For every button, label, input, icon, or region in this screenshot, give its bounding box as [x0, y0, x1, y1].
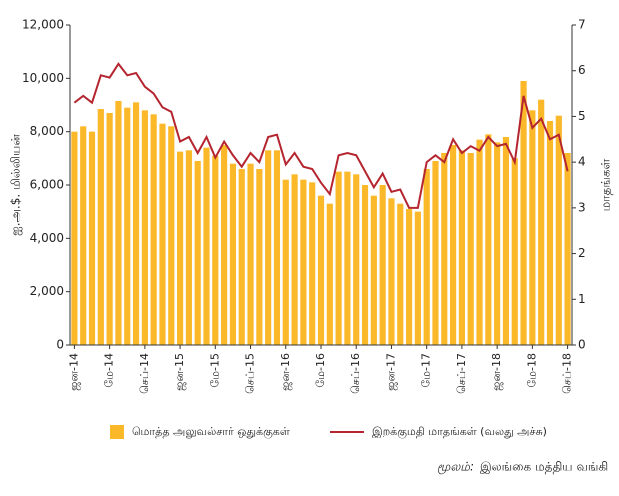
bar — [405, 209, 413, 345]
bar — [520, 81, 527, 345]
bar — [282, 179, 289, 345]
bar — [326, 203, 333, 345]
source-label: மூலம்: — [437, 460, 474, 475]
bar — [88, 131, 96, 345]
y2-tick-label: 7 — [578, 18, 586, 32]
y2-tick-label: 2 — [578, 246, 586, 260]
bar — [265, 150, 272, 345]
bar — [177, 151, 184, 345]
y-tick-label: 4,000 — [30, 231, 64, 245]
y2-tick-label: 6 — [578, 63, 586, 77]
bar — [238, 169, 245, 345]
bar — [309, 182, 316, 345]
bar — [221, 145, 228, 345]
bar — [494, 142, 501, 345]
y-tick-label: 0 — [56, 338, 64, 352]
bar — [212, 155, 219, 345]
bar — [379, 185, 386, 345]
y-tick-label: 2,000 — [30, 284, 64, 298]
y-tick-label: 8,000 — [30, 124, 64, 138]
bar — [388, 198, 395, 345]
bar — [124, 107, 131, 346]
x-tick-label: மே-15 — [208, 353, 221, 388]
source-text: இலங்கை மத்திய வங்கி — [480, 460, 608, 475]
bar — [273, 150, 281, 345]
bar — [511, 158, 518, 345]
bar — [256, 169, 263, 345]
bar — [97, 109, 104, 345]
x-tick-label: ஜன-14 — [67, 353, 81, 391]
bar — [353, 174, 360, 345]
x-tick-label: ஜன-16 — [279, 353, 293, 391]
bar — [150, 114, 157, 345]
y2-tick-label: 4 — [578, 155, 586, 169]
y-tick-label: 12,000 — [22, 18, 64, 32]
bar — [247, 163, 254, 345]
bar — [432, 161, 439, 345]
bar — [414, 211, 421, 345]
bar — [397, 203, 404, 345]
bar — [546, 121, 554, 345]
bar — [115, 101, 122, 345]
y-tick-label: 6,000 — [30, 178, 64, 192]
line — [73, 62, 569, 209]
bar — [229, 163, 237, 345]
bar — [555, 115, 562, 346]
bar — [467, 153, 474, 345]
bar — [203, 147, 210, 345]
x-tick-label: செப்-16 — [349, 353, 362, 394]
x-tick-label: மே-18 — [525, 353, 538, 388]
bar — [80, 126, 87, 345]
y-axis-label: ஐ.அ.$. மில்லியன் — [9, 134, 23, 236]
bar — [141, 110, 148, 345]
bar — [132, 102, 140, 345]
legend-label: மொத்த அலுவல்சார் ஒதுக்குகள் — [132, 425, 290, 440]
bar — [71, 131, 78, 345]
y2-tick-label: 1 — [578, 292, 586, 306]
bar — [538, 99, 545, 346]
x-tick-label: ஜன-15 — [173, 353, 187, 391]
bar — [317, 195, 325, 345]
bar — [159, 123, 166, 346]
y2-tick-label: 3 — [578, 200, 586, 214]
bar — [185, 150, 192, 345]
bar — [168, 126, 175, 345]
bar — [485, 134, 492, 345]
x-tick-label: மே-14 — [103, 353, 116, 388]
bar — [529, 110, 536, 345]
bar — [450, 145, 457, 345]
y-tick-label: 10,000 — [22, 71, 64, 85]
bar — [564, 153, 571, 345]
x-tick-label: மே-16 — [314, 353, 327, 388]
bar — [361, 185, 369, 345]
x-tick-label: செப்-15 — [244, 353, 257, 394]
bar — [291, 174, 298, 345]
x-tick-label: செப்-14 — [138, 353, 151, 394]
legend-label: இறக்குமதி மாதங்கள் (வலது அச்சு) — [372, 425, 547, 440]
bar — [300, 179, 307, 345]
x-tick-label: செப்-17 — [455, 353, 468, 394]
x-tick-label: செப்-18 — [561, 353, 574, 394]
bar — [423, 169, 430, 345]
x-tick-label: ஜன-17 — [384, 353, 398, 391]
bar — [194, 161, 201, 345]
bar — [476, 139, 483, 345]
bar — [370, 195, 377, 345]
bar — [344, 171, 351, 345]
y2-tick-label: 0 — [578, 338, 586, 352]
bar — [502, 137, 510, 345]
bar — [458, 150, 465, 345]
bar — [441, 153, 448, 345]
legend-swatch — [110, 425, 124, 439]
x-tick-label: ஜன-18 — [490, 353, 504, 391]
bar — [335, 171, 342, 345]
y2-axis-label: மாதங்கள் — [599, 158, 613, 211]
bar — [106, 113, 113, 345]
y2-tick-label: 5 — [578, 109, 586, 123]
x-tick-label: மே-17 — [420, 353, 433, 388]
